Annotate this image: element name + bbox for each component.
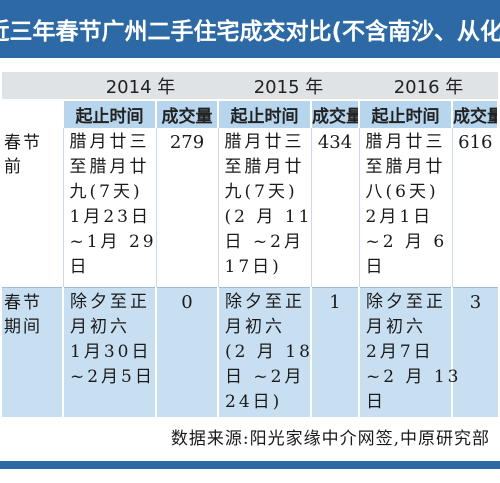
period-line: 月初六 — [225, 317, 285, 337]
period-line: (2 月 18 — [225, 342, 313, 362]
volume-cell: 1 — [311, 287, 359, 417]
corner-cell — [2, 72, 63, 101]
period-line: 除夕至正 — [366, 292, 446, 312]
period-line: ~2 月 6 — [365, 232, 448, 252]
period-line: 腊月廿三 — [69, 132, 150, 152]
period-line: 腊月廿三 — [365, 132, 446, 152]
period-line: ~2月5日 — [70, 367, 155, 387]
period-line: 日 ~2月 — [225, 367, 305, 387]
period-cell: 腊月廿三 至腊月廿 八(6天) 2月1日 ~2 月 6 日 — [358, 128, 453, 288]
period-line: 17日) — [224, 257, 282, 277]
volume-cell: 0 — [156, 287, 218, 417]
period-line: 除夕至正 — [70, 292, 150, 312]
period-line: ~2 月 13 — [366, 367, 462, 387]
subheader-row: 起止时间 成交量 起止时间 成交量 起止时间 成交量 — [2, 100, 499, 128]
period-line: ~1月 29 — [69, 232, 157, 252]
year-header: 2015 年 — [218, 72, 359, 101]
volume-cell: 3 — [452, 287, 498, 417]
period-line: 至腊月廿 — [224, 157, 305, 177]
period-line: 24日) — [225, 392, 283, 412]
period-line: 日 — [366, 392, 386, 412]
volume-header: 成交量 — [452, 100, 499, 128]
period-line: 2月7日 — [366, 342, 434, 362]
source-note: 数据来源:阳光家缘中介网签,中原研究部 — [170, 429, 490, 449]
period-line: 腊月廿三 — [224, 132, 305, 152]
bottom-bar — [0, 461, 500, 469]
period-cell: 腊月廿三 至腊月廿 九(7天) (2 月 11 日 ~2月 17日) — [217, 128, 313, 288]
comparison-table: 2014 年 2015 年 2016 年 起止时间 成交量 起止时间 成交量 起… — [2, 72, 499, 417]
period-line: 至腊月廿 — [69, 157, 150, 177]
volume-header: 成交量 — [156, 100, 219, 128]
volume-header: 成交量 — [311, 100, 360, 128]
row-label: 春节前 — [2, 128, 63, 288]
period-header: 起止时间 — [359, 100, 453, 128]
page-title: 近三年春节广州二手住宅成交对比(不含南沙、从化) — [0, 19, 500, 45]
volume-cell: 279 — [156, 128, 218, 288]
volume-cell: 616 — [452, 128, 498, 288]
period-cell: 除夕至正 月初六 (2 月 18 日 ~2月 24日) — [217, 287, 313, 417]
title-bar: 近三年春节广州二手住宅成交对比(不含南沙、从化) — [0, 0, 500, 58]
period-line: (2 月 11 — [224, 207, 313, 227]
period-cell: 除夕至正 月初六 1月30日 ~2月5日 — [62, 287, 157, 417]
period-line: 1月23日 — [69, 207, 151, 227]
table-row: 春节前 腊月廿三 至腊月廿 九(7天) 1月23日 ~1月 29 日 279 腊… — [2, 128, 498, 288]
corner-cell — [2, 100, 64, 128]
table-row: 春节期间 除夕至正 月初六 1月30日 ~2月5日 0 除夕至正 月初六 (2 … — [2, 287, 498, 417]
period-header: 起止时间 — [63, 100, 157, 128]
volume-cell: 434 — [311, 128, 359, 288]
period-line: 日 — [365, 257, 386, 277]
period-line: 至腊月廿 — [365, 157, 446, 177]
year-header: 2014 年 — [63, 72, 218, 101]
year-header: 2016 年 — [359, 72, 498, 101]
period-cell: 除夕至正 月初六 2月7日 ~2 月 13 日 — [358, 287, 462, 417]
period-line: 九(7天) — [224, 182, 298, 202]
period-line: 2月1日 — [365, 207, 434, 227]
period-line: 1月30日 — [70, 342, 152, 362]
year-header-row: 2014 年 2015 年 2016 年 — [2, 72, 498, 101]
row-label: 春节期间 — [2, 287, 63, 417]
period-line: 九(7天) — [69, 182, 143, 202]
period-cell: 腊月廿三 至腊月廿 九(7天) 1月23日 ~1月 29 日 — [62, 128, 157, 288]
period-header: 起止时间 — [218, 100, 312, 128]
period-line: 月初六 — [366, 317, 426, 337]
period-line: 八(6天) — [365, 182, 439, 202]
period-line: 日 ~2月 — [224, 232, 304, 252]
period-line: 除夕至正 — [225, 292, 305, 312]
period-line: 月初六 — [70, 317, 130, 337]
period-line: 日 — [69, 257, 90, 277]
